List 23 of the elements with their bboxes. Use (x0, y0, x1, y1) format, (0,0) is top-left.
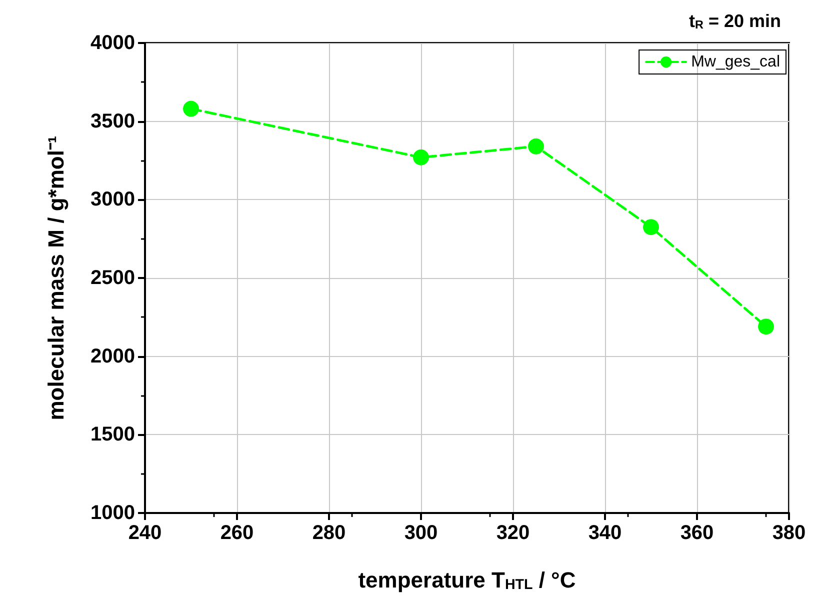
y-tick-label: 1000 (90, 502, 135, 524)
x-tick-label: 360 (680, 522, 714, 544)
point (183, 100, 199, 117)
x-tick-label: 320 (496, 522, 530, 544)
point (758, 318, 774, 335)
x-tick-label: 280 (312, 522, 346, 544)
y-tick-label: 4000 (90, 32, 135, 54)
y-tick-label: 2500 (90, 267, 135, 289)
y-tick-label: 3500 (90, 110, 135, 132)
x-tick-label: 380 (772, 522, 806, 544)
y-tick-label: 2000 (90, 345, 135, 368)
x-axis-title: temperature THTL / °C (358, 567, 576, 593)
x-tick-label: 260 (220, 522, 254, 544)
x-tick-label: 240 (128, 522, 162, 544)
legend-label: Mw_ges_cal (691, 54, 780, 70)
y-tick-label: 3000 (90, 188, 135, 211)
point (643, 219, 659, 236)
y-axis-title: molecular mass M / g*mol⁻¹ (44, 136, 68, 420)
y-tick-label: 1500 (90, 424, 135, 446)
point (413, 149, 429, 166)
point (528, 138, 544, 154)
x-tick-label: 340 (588, 522, 622, 544)
x-tick-label: 300 (404, 522, 438, 544)
